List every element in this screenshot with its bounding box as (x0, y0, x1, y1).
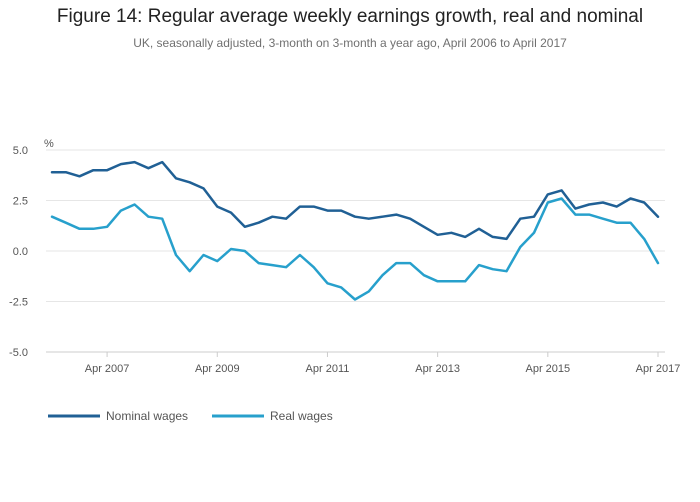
series-line-real-wages[interactable] (50, 197, 660, 301)
chart-subtitle: UK, seasonally adjusted, 3-month on 3-mo… (133, 36, 567, 50)
chart-title: Figure 14: Regular average weekly earnin… (56, 6, 644, 27)
x-tick-label: Apr 2011 (306, 363, 350, 375)
x-tick-label: Apr 2013 (415, 363, 460, 375)
legend-label: Real wages (270, 409, 333, 423)
y-axis-unit-label: % (44, 138, 54, 150)
x-tick-label: Apr 2009 (195, 363, 240, 375)
legend-item[interactable]: Real wages (212, 409, 333, 423)
legend-label: Nominal wages (106, 409, 188, 423)
x-tick-label: Apr 2007 (85, 363, 130, 375)
y-tick-label: -5.0 (9, 347, 28, 359)
y-tick-label: 2.5 (13, 196, 28, 208)
y-tick-label: -2.5 (9, 297, 28, 309)
x-tick-label: Apr 2017 (636, 363, 681, 375)
y-tick-label: 0.0 (13, 246, 28, 258)
series-line-nominal-wages[interactable] (50, 160, 660, 241)
y-tick-label: 5.0 (13, 145, 28, 157)
legend-item[interactable]: Nominal wages (48, 409, 188, 423)
x-tick-label: Apr 2015 (525, 363, 570, 375)
